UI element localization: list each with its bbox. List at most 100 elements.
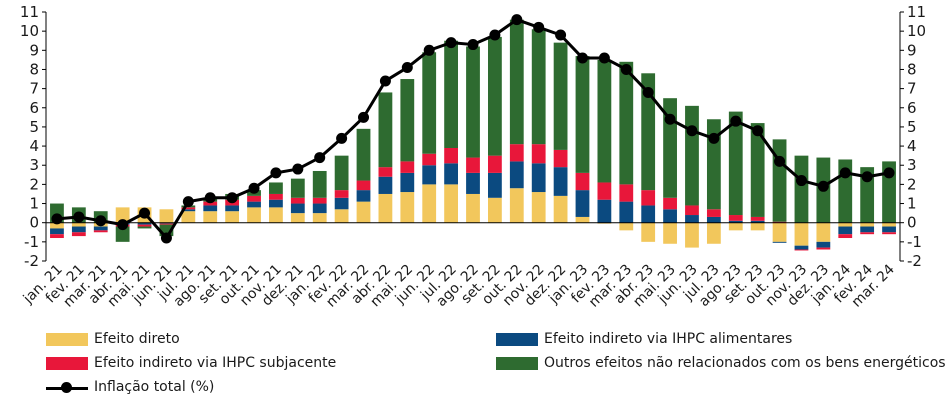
bar-s2-22	[531, 144, 546, 164]
bar-s2-19	[466, 157, 480, 173]
bar-s2-13	[334, 190, 349, 198]
legend-item-inflation: Inflação total (%)	[46, 379, 214, 395]
bar-s3-16	[400, 79, 415, 162]
y-tick-label-left: 5	[29, 118, 39, 136]
bar-s1-15	[378, 176, 393, 194]
bar-s1-10	[269, 199, 283, 208]
inflation-point	[664, 113, 676, 125]
bar-s1-20	[487, 172, 502, 198]
y-tick-label-left: 0	[29, 214, 39, 232]
inflation-point	[576, 52, 588, 64]
inflation-point	[73, 211, 85, 223]
inflation-point	[358, 111, 370, 123]
y-tick-label-left: 2	[29, 175, 39, 193]
bar-s3-29	[685, 105, 699, 206]
bar-s1-34	[794, 245, 809, 250]
bar-s1-18	[444, 163, 459, 185]
legend-label-inflation: Inflação total (%)	[94, 379, 215, 395]
bar-s0-5	[159, 209, 174, 223]
y-tick-label-right: 3	[907, 156, 917, 174]
y-tick-label-right: 11	[907, 3, 926, 21]
bar-s2-21	[509, 144, 524, 162]
bar-s0-37	[860, 222, 875, 227]
inflation-point	[730, 115, 742, 127]
bar-s2-23	[553, 149, 568, 168]
bar-s1-8	[225, 205, 240, 212]
y-tick-label-left: -1	[24, 233, 39, 251]
bar-s1-23	[553, 167, 568, 196]
y-tick-label-right: 6	[907, 99, 917, 117]
bar-s3-22	[531, 29, 546, 145]
bar-s1-37	[860, 226, 875, 233]
bar-s2-10	[269, 193, 283, 200]
y-tick-label-left: 10	[20, 22, 39, 40]
bar-s1-4	[137, 222, 152, 225]
y-tick-label-right: 8	[907, 60, 917, 78]
inflation-point	[620, 63, 632, 75]
legend-swatch-core	[46, 356, 88, 370]
bar-s2-7	[203, 201, 218, 206]
bar-s1-11	[290, 203, 305, 214]
bar-s0-7	[203, 211, 218, 223]
bar-s2-35	[816, 247, 831, 250]
bar-s3-19	[466, 46, 480, 158]
bar-s1-14	[356, 190, 371, 202]
bar-s3-37	[860, 167, 875, 223]
bar-s0-27	[641, 222, 656, 242]
bar-s2-32	[750, 216, 765, 221]
inflation-point	[708, 132, 720, 144]
bar-s0-29	[685, 222, 699, 248]
y-tick-label-right: 5	[907, 118, 917, 136]
bar-s3-14	[356, 128, 371, 181]
bar-s2-20	[487, 155, 502, 173]
inflation-point	[379, 75, 391, 87]
legend-item-core: Efeito indireto via IHPC subjacente	[46, 355, 336, 371]
bar-s0-23	[553, 195, 568, 223]
inflation-point	[795, 175, 807, 187]
y-tick-label-left: 8	[29, 60, 39, 78]
bar-s0-11	[290, 213, 305, 223]
bar-s1-6	[181, 209, 196, 212]
bar-s0-33	[772, 222, 787, 242]
legend-label-food: Efeito indireto via IHPC alimentares	[544, 331, 793, 347]
bar-s0-20	[487, 197, 502, 223]
bar-s2-29	[685, 205, 699, 216]
bar-s0-24	[575, 216, 590, 223]
bar-s3-33	[772, 139, 787, 222]
y-tick-label-right: 0	[907, 214, 917, 232]
bar-s2-15	[378, 167, 393, 177]
bar-s2-2	[93, 230, 108, 233]
bar-s0-14	[356, 201, 371, 223]
bar-s1-33	[772, 241, 787, 243]
bar-s2-34	[794, 249, 809, 251]
inflation-point	[204, 192, 216, 204]
inflation-point	[861, 171, 873, 183]
bar-s1-27	[641, 205, 656, 223]
bar-s2-18	[444, 147, 459, 164]
y-tick-label-right: 2	[907, 175, 917, 193]
bar-s0-30	[706, 222, 721, 244]
legend-item-direct: Efeito direto	[46, 331, 180, 347]
bar-s2-30	[706, 209, 721, 217]
bar-s0-17	[422, 184, 437, 223]
bar-s0-34	[794, 222, 809, 246]
inflation-point	[752, 125, 764, 137]
legend-swatch-other	[496, 356, 538, 370]
bar-s0-21	[509, 188, 524, 223]
y-tick-label-right: 9	[907, 41, 917, 59]
bar-s2-25	[597, 182, 612, 200]
bar-s0-10	[269, 207, 283, 223]
bar-s1-31	[728, 220, 743, 223]
bar-s1-16	[400, 172, 415, 193]
bar-s1-19	[466, 172, 480, 194]
bar-s1-38	[882, 226, 896, 233]
bar-s1-0	[50, 228, 64, 235]
y-tick-label-right: 10	[907, 22, 926, 40]
bar-s0-38	[882, 222, 896, 227]
bar-s1-17	[422, 165, 437, 185]
bar-s0-16	[400, 192, 415, 223]
bar-s2-37	[860, 232, 875, 235]
bar-s0-15	[378, 193, 393, 223]
